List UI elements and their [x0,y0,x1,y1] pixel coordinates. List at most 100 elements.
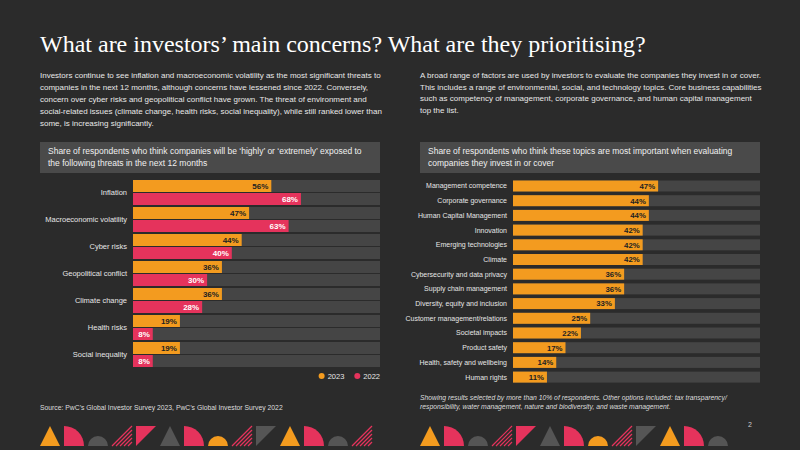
bar-track [513,225,760,236]
category-label: Climate [483,256,507,263]
data-label: 19% [161,344,177,353]
category-label: Diversity, equity and inclusion [415,300,507,308]
bar [513,283,624,294]
deco-stripe [628,442,632,446]
category-label: Human Capital Management [418,212,507,220]
legend-swatch [319,373,325,379]
data-label: 33% [596,299,612,308]
category-label: Product safety [462,344,507,352]
bar-track [513,283,760,294]
category-label: Climate change [75,296,127,305]
chart-title: Share of respondents who think these top… [420,142,760,173]
deco-shape [184,426,204,446]
deco-shape [88,436,108,446]
deco-shape [444,426,464,446]
bar [513,210,649,221]
bar [513,195,649,206]
deco-shape [636,426,656,446]
data-label: 36% [606,285,622,294]
deco-shape [684,426,704,446]
deco-shape [280,426,300,446]
footnote: Showing results selected by more than 10… [420,393,760,411]
deco-shape [256,426,276,446]
bar [133,180,271,192]
bar [513,225,643,236]
bar-track [513,342,760,353]
bars [513,181,658,383]
bar [513,269,624,280]
bar-track [133,355,380,367]
chart-title: Share of respondents who think companies… [40,142,380,173]
chart-canvas: 56%68%Inflation47%63%Macroeconomic volat… [0,0,800,450]
bar-track [133,301,380,313]
deco-stripe [368,442,372,446]
deco-stripe [624,438,632,446]
category-label: Health, safety and wellbeing [419,359,507,367]
data-label: 8% [138,357,150,366]
deco-stripe [236,430,252,446]
bar-track [513,181,760,192]
deco-shape [588,436,608,446]
bar-track [513,210,760,221]
intro-left: Investors continue to see inflation and … [40,70,388,130]
deco-stripe [116,430,132,446]
page-number: 2 [748,421,752,428]
data-label: 40% [213,249,229,258]
deco-shape [304,426,324,446]
deco-stripe [500,434,512,446]
category-label: Social inequality [73,350,127,359]
bar-track [133,288,380,300]
category-label: Societal impacts [456,329,507,337]
bar-track [513,313,760,324]
labels: 56%68%Inflation47%63%Macroeconomic volat… [45,182,298,366]
bar [513,298,615,309]
data-label: 42% [624,255,640,264]
deco-stripe [504,438,512,446]
data-label: 63% [270,222,286,231]
bars [133,180,301,367]
deco-shape [64,426,84,446]
bar-track [513,328,760,339]
decoration [40,426,728,446]
bar-track [133,342,380,354]
category-label: Geopolitical conflict [62,269,128,278]
deco-stripe [492,426,512,446]
deco-shape [208,436,228,446]
deco-shape [660,426,680,446]
deco-stripe [128,442,132,446]
deco-shape [540,426,560,446]
deco-stripe [124,438,132,446]
deco-stripe [364,438,372,446]
bar-track [513,254,760,265]
data-label: 19% [161,317,177,326]
category-label: Management competence [426,182,507,190]
deco-stripe [508,442,512,446]
bar [513,357,556,368]
deco-shape [516,426,536,446]
data-label: 11% [529,373,544,382]
bar-track [133,247,380,259]
bar-track [513,195,760,206]
labels: 47%Management competence44%Corporate gov… [405,182,655,382]
bar-track [133,207,380,219]
data-label: 28% [183,303,199,312]
bar [133,234,242,246]
deco-shape [328,436,348,446]
legend-swatch [354,373,360,379]
category-label: Inflation [101,188,127,197]
category-label: Innovation [475,227,507,234]
data-label: 42% [624,241,640,250]
bar-track [133,234,380,246]
bar [513,313,590,324]
category-label: Human rights [465,374,507,382]
deco-stripe [244,438,252,446]
bar-track [133,193,380,205]
bar [513,328,581,339]
data-label: 14% [538,358,554,367]
data-label: 56% [252,182,268,191]
category-label: Cybersecurity and data privacy [411,271,508,279]
category-label: Corporate governance [437,197,507,205]
category-label: Cyber risks [89,242,127,251]
deco-shape [564,426,584,446]
data-label: 42% [624,226,640,235]
